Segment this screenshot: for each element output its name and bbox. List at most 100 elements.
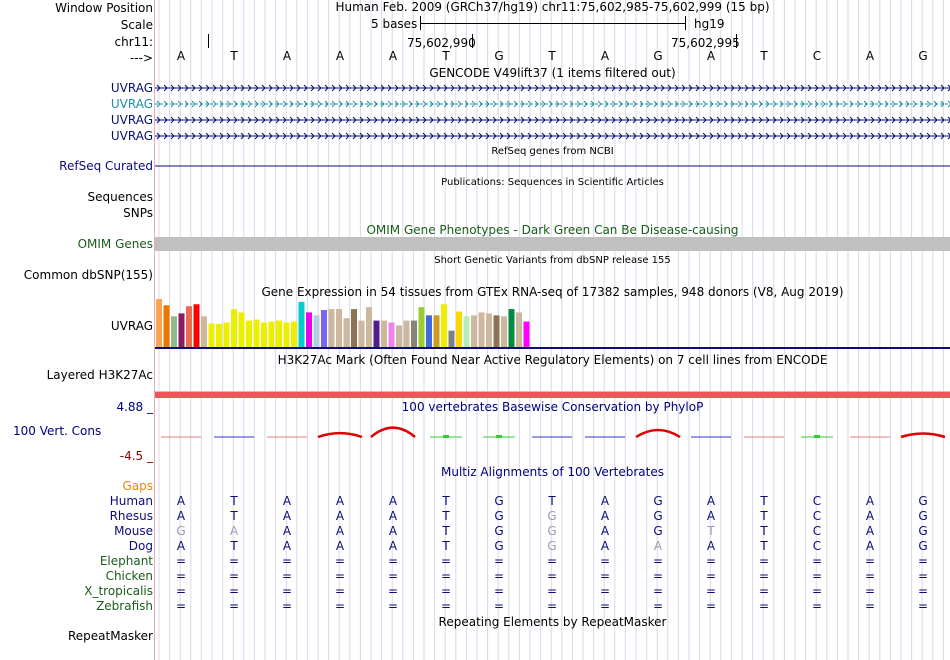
species-label[interactable]: Rhesus [109, 509, 153, 523]
conservation-graph[interactable] [155, 414, 950, 460]
gtex-tissue-bar[interactable] [238, 312, 245, 347]
gencode-transcript[interactable] [155, 128, 950, 142]
gtex-tissue-bar[interactable] [463, 316, 470, 347]
h3k27ac-signal-bar[interactable] [155, 391, 950, 398]
gencode-transcript[interactable] [155, 112, 950, 126]
dbsnp-title[interactable]: Short Genetic Variants from dbSNP releas… [434, 255, 671, 266]
gtex-tissue-bar[interactable] [328, 309, 335, 347]
publications-title[interactable]: Publications: Sequences in Scientific Ar… [441, 177, 664, 188]
gtex-tissue-bar[interactable] [343, 318, 350, 347]
gtex-tissue-bar[interactable] [208, 323, 215, 347]
conservation-score-mark[interactable] [900, 432, 946, 439]
species-label[interactable]: Human [109, 494, 153, 508]
gtex-tissue-bar[interactable] [306, 312, 312, 347]
conservation-score-mark[interactable] [317, 431, 363, 439]
gtex-tissue-bar[interactable] [163, 305, 170, 347]
gencode-track-label[interactable]: UVRAG [110, 129, 153, 143]
snps-label[interactable]: SNPs [123, 206, 153, 220]
gtex-tissue-bar[interactable] [388, 322, 395, 347]
conservation-score-mark[interactable] [370, 426, 416, 438]
gtex-tissue-bar[interactable] [276, 320, 282, 347]
omim-title[interactable]: OMIM Gene Phenotypes - Dark Green Can Be… [366, 223, 739, 237]
gencode-transcript[interactable] [155, 80, 950, 94]
dbsnp-label[interactable]: Common dbSNP(155) [23, 268, 153, 282]
gtex-title[interactable]: Gene Expression in 54 tissues from GTEx … [261, 285, 844, 299]
gtex-expression-chart[interactable] [155, 299, 950, 351]
gencode-track-label[interactable]: UVRAG [110, 113, 153, 127]
species-label[interactable]: Mouse [114, 524, 153, 538]
refseq-gene-line[interactable] [155, 160, 950, 172]
repeatmasker-label[interactable]: RepeatMasker [67, 629, 153, 643]
gtex-tissue-bar[interactable] [418, 307, 425, 347]
species-label[interactable]: Dog [128, 539, 153, 553]
h3k27ac-label[interactable]: Layered H3K27Ac [46, 368, 153, 382]
gaps-label[interactable]: Gaps [122, 479, 153, 493]
conservation-score-mark[interactable] [430, 435, 462, 438]
gtex-tissue-bar[interactable] [358, 320, 365, 347]
gencode-track-label[interactable]: UVRAG [110, 97, 153, 111]
gtex-tissue-bar[interactable] [261, 322, 267, 347]
refseq-title[interactable]: RefSeq genes from NCBI [491, 146, 614, 157]
species-label[interactable]: Chicken [105, 569, 153, 583]
gtex-tissue-bar[interactable] [268, 321, 275, 347]
gtex-tissue-bar[interactable] [321, 310, 327, 347]
gtex-tissue-bar[interactable] [253, 319, 260, 347]
gtex-tissue-bar[interactable] [411, 320, 417, 347]
strand-arrow-label[interactable]: ---> [129, 51, 153, 65]
assembly-position-text[interactable]: Human Feb. 2009 (GRCh37/hg19) chr11:75,6… [335, 0, 770, 14]
gtex-tissue-bar[interactable] [336, 309, 342, 347]
gtex-tissue-bar[interactable] [523, 321, 530, 347]
gtex-tissue-bar[interactable] [193, 304, 200, 347]
gtex-tissue-bar[interactable] [298, 301, 305, 347]
gtex-tissue-bar[interactable] [216, 323, 222, 347]
gtex-tissue-bar[interactable] [448, 330, 455, 347]
gtex-tissue-bar[interactable] [178, 313, 185, 347]
gtex-tissue-bar[interactable] [351, 309, 357, 347]
gencode-track-label[interactable]: UVRAG [110, 81, 153, 95]
gtex-tissue-bar[interactable] [381, 320, 387, 347]
species-label[interactable]: Elephant [99, 554, 153, 568]
gtex-tissue-bar[interactable] [171, 316, 177, 347]
conservation-score-mark[interactable] [801, 435, 833, 438]
gtex-tissue-bar[interactable] [231, 309, 237, 347]
conservation-label[interactable]: 100 Vert. Cons [13, 424, 102, 438]
gtex-tissue-bar[interactable] [291, 321, 297, 347]
multiz-title[interactable]: Multiz Alignments of 100 Vertebrates [440, 465, 665, 479]
gencode-transcript[interactable] [155, 96, 950, 110]
gtex-tissue-bar[interactable] [456, 311, 462, 347]
gtex-tissue-bar[interactable] [516, 312, 522, 347]
conservation-score-mark[interactable] [635, 428, 681, 439]
repeatmasker-title[interactable]: Repeating Elements by RepeatMasker [438, 615, 667, 629]
gtex-tissue-bar[interactable] [246, 320, 252, 347]
gtex-tissue-bar[interactable] [471, 315, 477, 347]
sequences-label[interactable]: Sequences [87, 190, 153, 204]
gtex-tissue-bar[interactable] [186, 306, 192, 347]
gtex-tissue-bar[interactable] [201, 316, 207, 347]
gtex-tissue-bar[interactable] [396, 325, 402, 347]
gtex-tissue-bar[interactable] [508, 309, 515, 347]
gtex-tissue-bar[interactable] [223, 322, 230, 347]
gtex-tissue-bar[interactable] [493, 315, 500, 347]
gtex-tissue-bar[interactable] [313, 315, 320, 347]
conservation-score-mark[interactable] [483, 435, 515, 438]
conservation-title[interactable]: 100 vertebrates Basewise Conservation by… [401, 400, 704, 414]
gtex-tissue-bar[interactable] [403, 320, 410, 347]
gtex-tissue-bar[interactable] [501, 316, 507, 347]
gtex-tissue-bar[interactable] [486, 313, 492, 347]
gtex-tissue-bar[interactable] [283, 322, 290, 347]
gtex-gene-label[interactable]: UVRAG [110, 319, 153, 333]
gencode-title[interactable]: GENCODE V49lift37 (1 items filtered out) [429, 66, 676, 80]
omim-phenotype-bar[interactable] [155, 237, 950, 251]
species-label[interactable]: Zebrafish [96, 599, 153, 613]
gtex-tissue-bar[interactable] [426, 315, 432, 347]
gtex-tissue-bar[interactable] [373, 320, 380, 347]
gtex-tissue-bar[interactable] [156, 299, 162, 347]
refseq-curated-label[interactable]: RefSeq Curated [59, 159, 153, 173]
omim-genes-label[interactable]: OMIM Genes [77, 237, 153, 251]
gtex-tissue-bar[interactable] [441, 304, 447, 347]
h3k27ac-title[interactable]: H3K27Ac Mark (Often Found Near Active Re… [277, 353, 828, 367]
gtex-tissue-bar[interactable] [433, 315, 440, 347]
gtex-tissue-bar[interactable] [478, 312, 485, 347]
species-label[interactable]: X_tropicalis [84, 584, 153, 598]
gtex-tissue-bar[interactable] [366, 307, 372, 347]
